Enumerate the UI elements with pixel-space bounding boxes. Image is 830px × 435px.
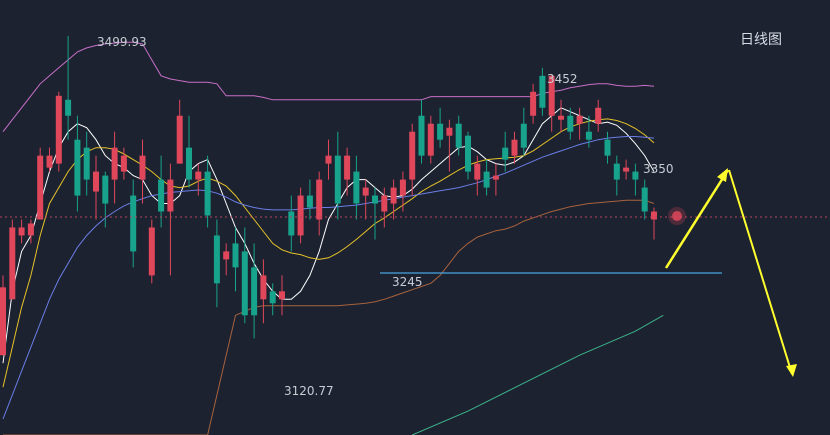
candle-body (241, 251, 248, 316)
candle-body (362, 187, 369, 196)
candle-body (390, 187, 397, 204)
candle-body (139, 155, 146, 180)
candle-body (520, 123, 527, 148)
candle-body (381, 195, 388, 212)
candle-body (176, 115, 183, 164)
high-label: 3499.93 (97, 35, 147, 49)
candle-body (604, 139, 611, 156)
candle-body (651, 211, 657, 220)
support-label: 3245 (392, 275, 423, 289)
candle-body (539, 75, 546, 108)
candle-body (120, 155, 127, 172)
current-price-glow (668, 207, 686, 225)
candle-body (102, 175, 109, 204)
candle-body (409, 131, 416, 180)
candle-body (37, 155, 44, 220)
level-label: 3350 (643, 162, 674, 176)
candle-body (204, 171, 211, 216)
candle-body (530, 91, 537, 116)
candle-body (483, 171, 490, 188)
candle-body (548, 75, 555, 116)
candle-body (269, 291, 276, 304)
candle-body (195, 171, 202, 180)
ma-line-ma20 (2, 136, 655, 420)
candle-body (595, 107, 602, 124)
candle-body (93, 171, 99, 192)
candle-body (567, 115, 574, 132)
candle-body (130, 195, 137, 252)
candle-body (446, 127, 453, 136)
candle-body (623, 167, 630, 172)
ma-line-ma10 (2, 118, 655, 388)
candle-body (465, 135, 471, 172)
candle-body (55, 95, 62, 164)
candle-body (251, 267, 258, 316)
candle-body (325, 155, 332, 164)
bollinger-lower-line (3, 199, 655, 435)
candles (0, 35, 657, 356)
candle-body (613, 163, 620, 180)
candle-body (632, 171, 639, 180)
candle-body (167, 179, 174, 212)
candle-body (232, 243, 239, 268)
arrow-down-line (728, 169, 793, 375)
candle-body (399, 179, 406, 196)
candle-body (297, 195, 304, 236)
current-price-dot (672, 211, 682, 221)
moving-average-lines (2, 107, 664, 435)
candle-body (474, 163, 481, 180)
low-label: 3120.77 (284, 384, 334, 398)
arrow-down-head (786, 364, 797, 377)
candle-body (260, 275, 267, 300)
candle-body (585, 131, 592, 140)
candle-body (18, 227, 25, 236)
candle-body (492, 175, 499, 180)
candle-body (511, 139, 518, 156)
candle-body (344, 155, 351, 180)
candle-body (186, 147, 192, 180)
ma-long-line (412, 314, 664, 435)
candle-body (502, 147, 509, 160)
candle-body (372, 195, 378, 204)
candle-body (306, 195, 313, 208)
candle-body (65, 99, 72, 116)
candle-body (558, 115, 564, 120)
candle-body (427, 123, 434, 156)
candle-body (74, 139, 81, 196)
candle-body (111, 147, 118, 180)
bollinger-bands (2, 41, 655, 435)
candle-body (641, 187, 648, 212)
candle-body (288, 211, 295, 236)
candle-body (148, 227, 155, 276)
candle-body (279, 291, 285, 300)
candle-body (27, 223, 34, 236)
candle-body (83, 147, 90, 180)
candle-body (46, 155, 53, 168)
candle-body (158, 179, 165, 212)
candle-body (9, 227, 16, 300)
candle-body (213, 235, 220, 284)
bollinger-upper-line (2, 41, 655, 133)
annotation-overlays (0, 168, 830, 377)
candle-body (437, 123, 444, 140)
arrow-up-head (717, 168, 728, 182)
chart-title: 日线图 (740, 32, 782, 48)
peak-label: 3452 (547, 72, 578, 86)
candle-body (223, 251, 230, 260)
candle-body (0, 287, 6, 356)
candle-body (576, 115, 583, 124)
candle-body (334, 155, 341, 204)
arrow-up-line (664, 169, 730, 269)
candle-body (353, 171, 360, 204)
ma-line-ma5 (2, 107, 655, 364)
candle-body (455, 123, 462, 148)
candle-body (418, 115, 425, 156)
candle-body (316, 179, 323, 220)
